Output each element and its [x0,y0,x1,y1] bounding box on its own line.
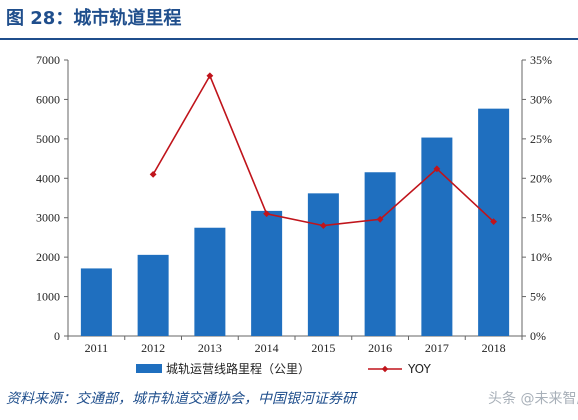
yoy-line [149,72,498,229]
x-tick-label: 2016 [368,341,392,355]
y-tick-label-right: 25% [530,132,552,146]
legend-line-marker [381,365,389,373]
yoy-point [319,222,327,229]
axes: 0 1000 2000 3000 4000 5000 6000 7000 0% 5% 10% 15% 2… [36,53,552,355]
x-tick-label: 2014 [255,341,279,355]
y-tick-label-right: 10% [530,250,552,264]
legend-bar-label: 城轨运营线路里程（公里） [166,361,310,376]
y-tick-label-right: 35% [530,53,552,67]
yoy-point [263,210,271,218]
bar [80,268,112,336]
x-tick-label: 2017 [425,341,449,355]
x-tick-label: 2011 [85,341,109,355]
y-tick-label-right: 20% [530,171,552,185]
y-tick-label-right: 0% [530,329,546,343]
bars [80,108,510,337]
y-tick-label-left: 6000 [36,92,60,106]
bar [251,210,283,336]
source-note: 资料来源：交通部，城市轨道交通协会，中国银河证券研 [6,391,356,407]
bar [307,193,339,336]
legend-line-label: YOY [407,362,431,376]
y-tick-label-left: 7000 [36,53,60,67]
y-tick-label-left: 2000 [36,250,60,264]
chart-title: 图 28：城市轨道里程 [6,8,182,29]
yoy-point [433,165,441,173]
watermark: 头条 @未来智库 [488,391,578,407]
y-tick-label-right: 30% [530,92,552,106]
yoy-point [490,218,498,226]
y-tick-label-left: 3000 [36,211,60,225]
legend: 城轨运营线路里程（公里） YOY [136,361,431,376]
x-tick-label: 2012 [141,341,165,355]
y-tick-label-left: 1000 [36,290,60,304]
title-rule [0,38,578,40]
bar [137,254,169,336]
y-tick-label-right: 5% [530,290,546,304]
yoy-point [149,170,157,178]
x-tick-label: 2013 [198,341,222,355]
bar [364,172,396,336]
y-tick-label-left: 0 [54,329,60,343]
yoy-point [376,215,384,223]
y-tick-label-right: 15% [530,211,552,225]
x-tick-label: 2018 [482,341,506,355]
x-tick-label: 2015 [311,341,335,355]
y-tick-label-left: 4000 [36,171,60,185]
yoy-point [206,72,214,80]
legend-bar-swatch [136,364,162,373]
bar [194,227,226,336]
y-tick-label-left: 5000 [36,132,60,146]
